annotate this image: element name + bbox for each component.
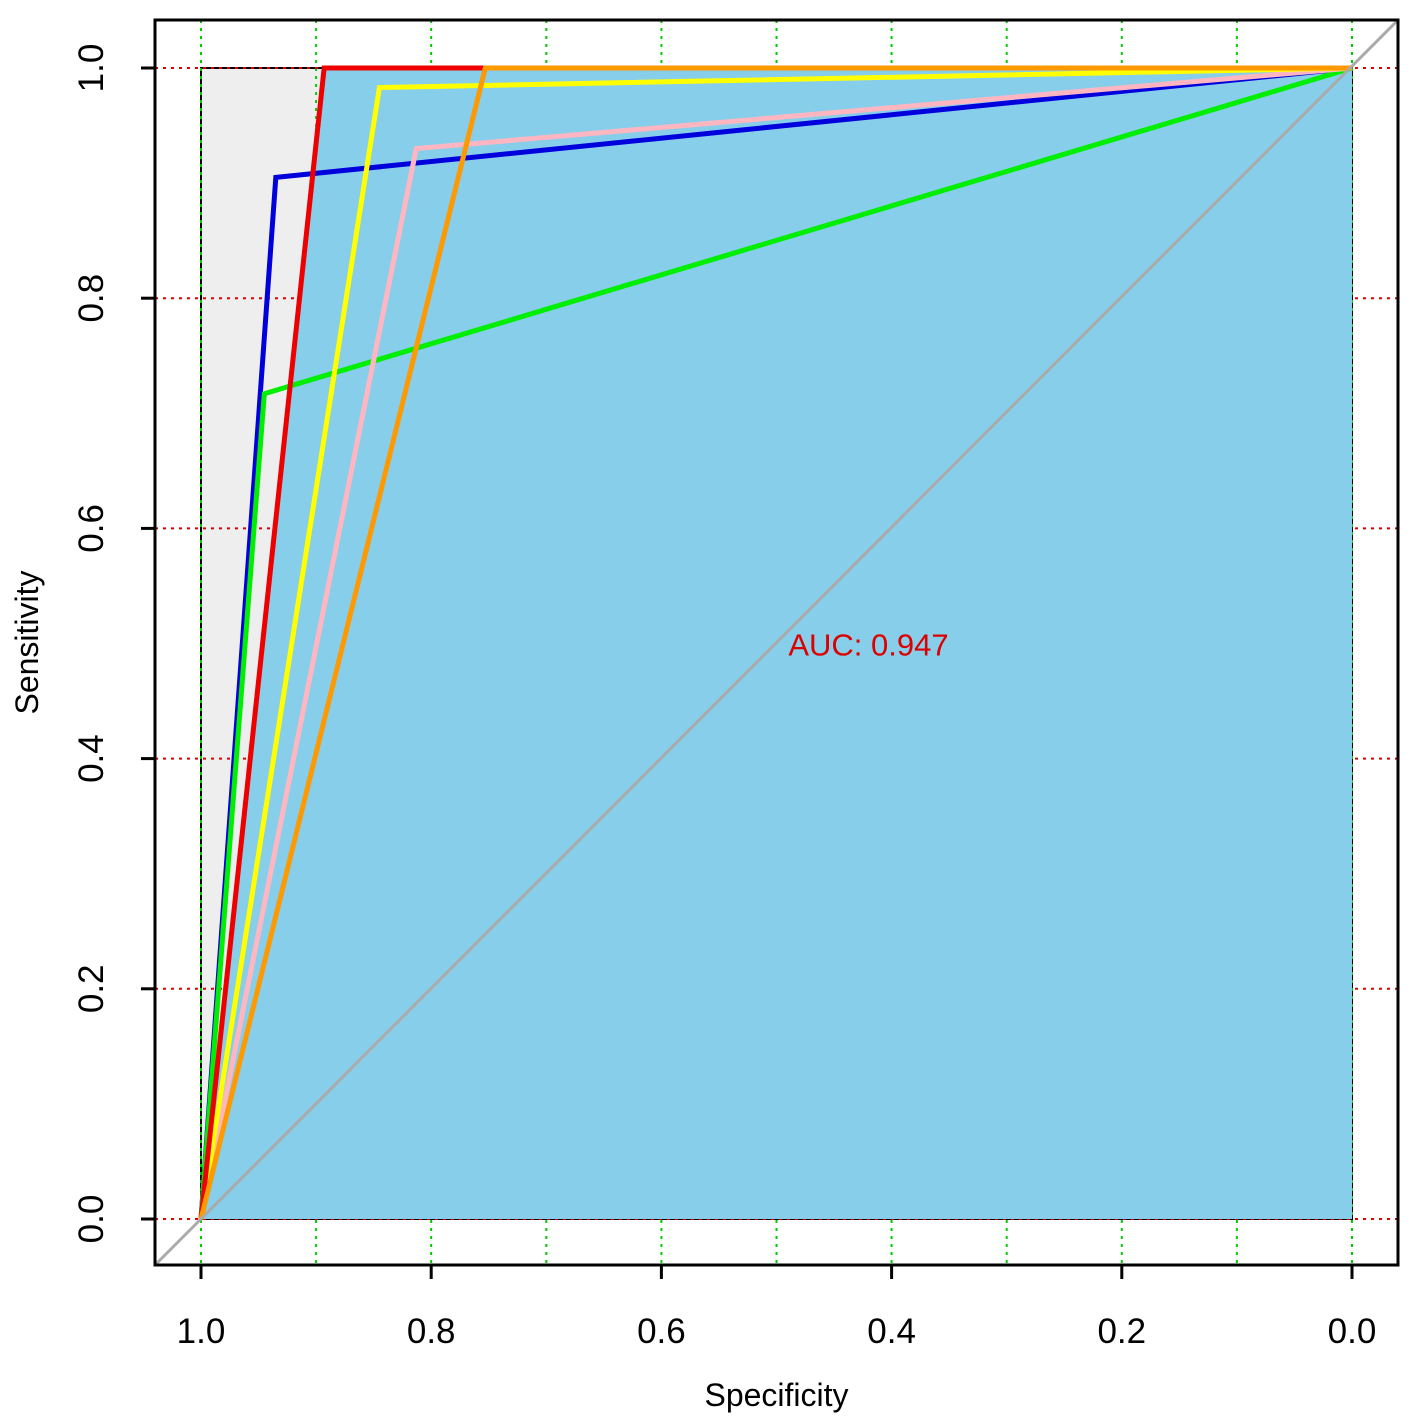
x-tick-label: 0.6 <box>637 1312 686 1351</box>
y-axis: 0.0 0.2 0.4 0.6 0.8 1.0 <box>72 44 155 1244</box>
x-tick-label: 0.2 <box>1097 1312 1146 1351</box>
x-axis: 1.0 0.8 0.6 0.4 0.2 0.0 <box>177 1265 1377 1351</box>
x-axis-title: Specificity <box>704 1377 848 1413</box>
x-tick-label: 0.4 <box>867 1312 916 1351</box>
roc-curves <box>198 65 1353 1220</box>
y-tick-label: 1.0 <box>72 44 111 93</box>
roc-curve-4 <box>198 65 1353 1220</box>
y-tick-label: 0.0 <box>72 1195 111 1244</box>
y-axis-title: Sensitivity <box>9 570 45 714</box>
x-tick-label: 0.0 <box>1328 1312 1377 1351</box>
annotations: AUC: 0.947 <box>788 628 948 663</box>
plot-frame <box>153 18 1400 1267</box>
chance-diagonal <box>153 18 1400 1267</box>
roc-curve-2 <box>198 65 1353 1220</box>
x-tick-label: 1.0 <box>177 1312 226 1351</box>
x-tick-label: 0.8 <box>407 1312 456 1351</box>
y-tick-label: 0.6 <box>72 504 111 553</box>
y-tick-label: 0.4 <box>72 734 111 783</box>
y-tick-label: 0.8 <box>72 274 111 323</box>
roc-curve-3 <box>198 65 1353 1220</box>
auc-label: AUC: 0.947 <box>788 628 948 663</box>
y-tick-label: 0.2 <box>72 964 111 1013</box>
roc-curve-6 <box>198 65 1352 1220</box>
